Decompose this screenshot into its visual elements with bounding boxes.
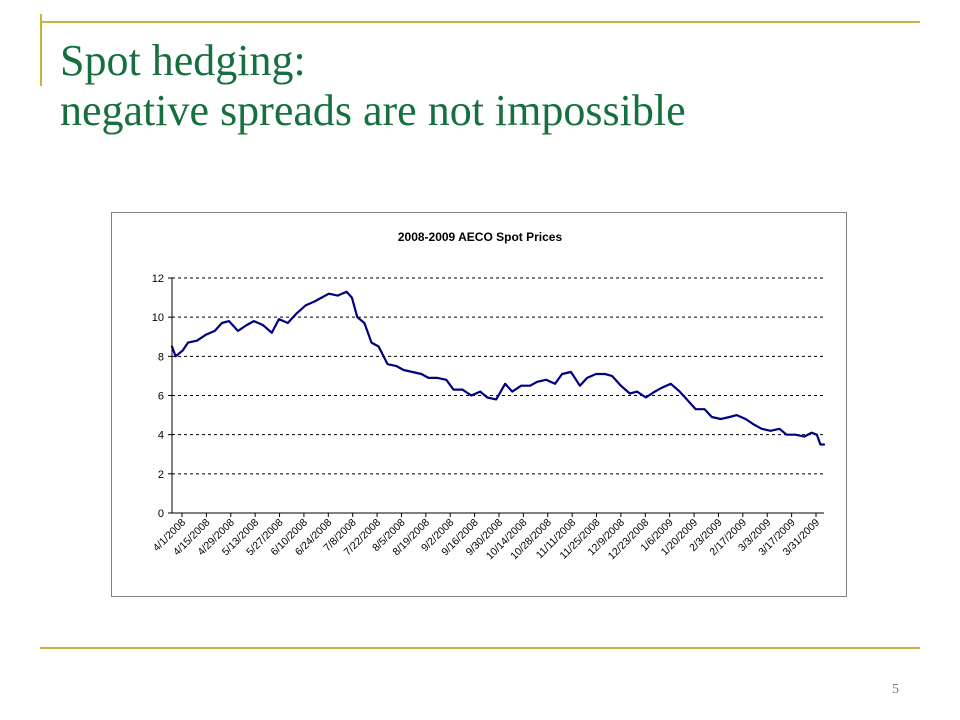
x-axis-ticks: 4/1/20084/15/20084/29/20085/13/20085/27/… [151, 513, 822, 562]
y-tick-label: 2 [158, 469, 164, 481]
y-tick-label: 12 [152, 273, 164, 285]
page-number: 5 [892, 682, 899, 697]
y-axis-ticks: 0 2 4 6 8 10 12 [152, 273, 172, 520]
chart-title: 2008-2009 AECO Spot Prices [398, 230, 563, 244]
top-rule [40, 21, 920, 23]
bottom-rule [40, 647, 920, 649]
series-layer [170, 290, 826, 446]
y-tick-label: 6 [158, 391, 164, 403]
spot-price-chart: 2008-2009 AECO Spot Prices 0 2 4 6 8 10 12 4/1… [151, 230, 826, 562]
y-tick-label: 4 [158, 430, 164, 442]
chart-frame: 2008-2009 AECO Spot Prices 0 2 4 6 8 10 12 4/1… [111, 212, 847, 597]
slide-title: Spot hedging: negative spreads are not i… [60, 36, 686, 136]
y-tick-label: 0 [158, 508, 164, 520]
series-line-0 [170, 290, 826, 446]
slide-title-line-1: Spot hedging: [60, 36, 306, 85]
slide-title-line-2: negative spreads are not impossible [60, 86, 686, 135]
y-tick-label: 8 [158, 351, 164, 363]
gridlines [172, 277, 824, 475]
y-tick-label: 10 [152, 312, 164, 324]
left-accent-bar [40, 14, 42, 86]
